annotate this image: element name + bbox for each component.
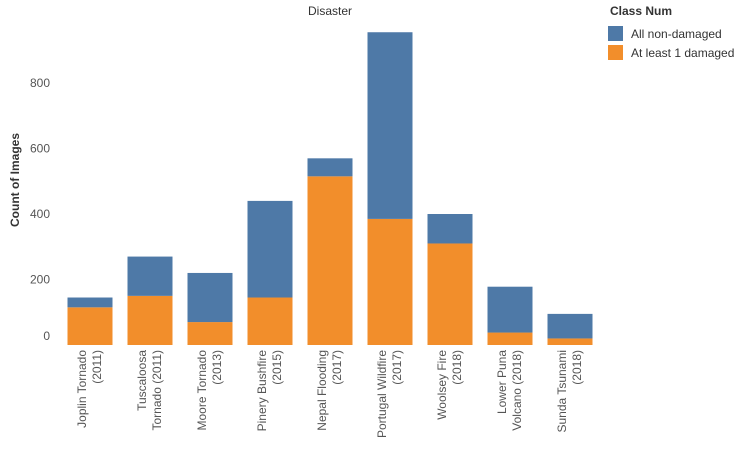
x-category-label: Tuscaloosa Tornado (2011) [135, 350, 164, 431]
x-category-label-line: Nepal Flooding [315, 350, 329, 431]
legend-item-damaged[interactable]: At least 1 damaged [608, 43, 734, 62]
bar-damaged[interactable] [187, 322, 233, 345]
bar-damaged[interactable] [547, 338, 593, 345]
x-category-label-line: (2018) [570, 350, 584, 385]
bars [67, 32, 593, 345]
y-tick-label: 200 [30, 273, 50, 287]
x-category-label-line: Lower Puna [495, 350, 509, 414]
x-category-label-line: (2017) [330, 350, 344, 385]
bar-non-damaged[interactable] [367, 32, 413, 219]
y-axis-title: Count of Images [8, 133, 22, 227]
x-category-label-line: Joplin Tornado [75, 350, 89, 428]
x-category-label-line: Tuscaloosa [135, 350, 149, 411]
y-tick-label: 800 [30, 76, 50, 90]
x-category-label: Joplin Tornado (2011) [75, 350, 104, 428]
chart-title: Disaster [308, 4, 352, 18]
legend-item-non-damaged[interactable]: All non-damaged [608, 24, 734, 43]
x-category-label: Portugal Wildfire (2017) [375, 350, 404, 438]
y-tick-label: 0 [43, 329, 50, 343]
legend-title: Class Num [610, 4, 673, 18]
bar-non-damaged[interactable] [307, 158, 353, 177]
y-tick-label: 400 [30, 207, 50, 221]
bar-damaged[interactable] [67, 307, 113, 345]
x-axis-labels: Joplin Tornado (2011) Tuscaloosa Tornado (2… [75, 350, 584, 438]
bar-damaged[interactable] [247, 297, 293, 345]
x-category-label-line: Portugal Wildfire [375, 350, 389, 438]
bar-non-damaged[interactable] [67, 297, 113, 308]
legend-label-damaged: At least 1 damaged [631, 45, 735, 60]
x-category-label: Nepal Flooding (2017) [315, 350, 344, 431]
x-category-label: Sunda Tsunami (2018) [555, 350, 584, 433]
x-category-label: Moore Tornado (2013) [195, 350, 224, 431]
bar-damaged[interactable] [307, 176, 353, 345]
x-category-label-line: (2018) [450, 350, 464, 385]
x-category-label-line: Moore Tornado [195, 350, 209, 431]
x-category-label: Pinery Bushfire (2015) [255, 350, 284, 432]
legend-label-non-damaged: All non-damaged [631, 26, 722, 41]
legend: Class Num All non-damaged At least 1 dam… [608, 4, 734, 62]
bar-non-damaged[interactable] [247, 200, 293, 298]
y-tick-label: 600 [30, 142, 50, 156]
x-category-label-line: (2013) [210, 350, 224, 385]
x-category-label-line: Sunda Tsunami [555, 350, 569, 433]
bar-damaged[interactable] [487, 332, 533, 345]
bar-non-damaged[interactable] [547, 313, 593, 339]
x-category-label-line: Pinery Bushfire [255, 350, 269, 432]
x-category-label-line: (2017) [390, 350, 404, 385]
x-category-label-line: Tornado (2011) [150, 350, 164, 431]
legend-swatch-damaged [608, 45, 623, 60]
x-category-label-line: Woolsey Fire [435, 350, 449, 420]
bar-non-damaged[interactable] [427, 214, 473, 244]
x-category-label-line: (2011) [90, 350, 104, 384]
x-category-label-line: (2015) [270, 350, 284, 385]
bar-damaged[interactable] [127, 295, 173, 345]
bar-damaged[interactable] [367, 218, 413, 345]
y-axis-ticks: 0 200 400 600 800 [30, 76, 50, 343]
bar-damaged[interactable] [427, 243, 473, 345]
bar-non-damaged[interactable] [487, 286, 533, 333]
x-category-label-line: Volcano (2018) [510, 350, 524, 431]
x-category-label: Lower Puna Volcano (2018) [495, 350, 524, 431]
x-category-label: Woolsey Fire (2018) [435, 350, 464, 420]
bar-non-damaged[interactable] [187, 272, 233, 323]
legend-swatch-non-damaged [608, 26, 623, 41]
bar-non-damaged[interactable] [127, 256, 173, 296]
